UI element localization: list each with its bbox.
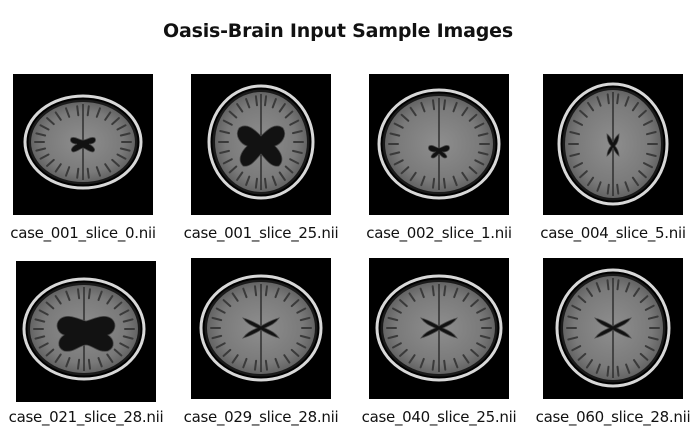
brain-mri-image [369, 258, 509, 399]
brain-mri-image [369, 74, 509, 215]
image-caption: case_040_slice_25.nii [361, 408, 517, 426]
brain-slice-graphic [13, 74, 153, 215]
image-caption: case_029_slice_28.nii [183, 408, 339, 426]
brain-slice-graphic [543, 258, 683, 399]
brain-slice-graphic [543, 74, 683, 215]
brain-slice-graphic [191, 74, 331, 215]
brain-mri-image [543, 74, 683, 215]
brain-mri-image [13, 74, 153, 215]
brain-mri-image [543, 258, 683, 399]
brain-slice-graphic [191, 258, 331, 399]
image-caption: case_002_slice_1.nii [366, 224, 512, 242]
brain-slice-graphic [369, 258, 509, 399]
brain-mri-image [16, 261, 156, 402]
brain-mri-image [191, 74, 331, 215]
brain-slice-graphic [369, 74, 509, 215]
figure-title: Oasis-Brain Input Sample Images [163, 20, 513, 42]
brain-slice-graphic [16, 261, 156, 402]
image-caption: case_060_slice_28.nii [535, 408, 691, 426]
image-caption: case_001_slice_25.nii [183, 224, 339, 242]
image-caption: case_004_slice_5.nii [540, 224, 686, 242]
image-caption: case_021_slice_28.nii [8, 408, 164, 426]
brain-mri-image [191, 258, 331, 399]
image-caption: case_001_slice_0.nii [10, 224, 156, 242]
